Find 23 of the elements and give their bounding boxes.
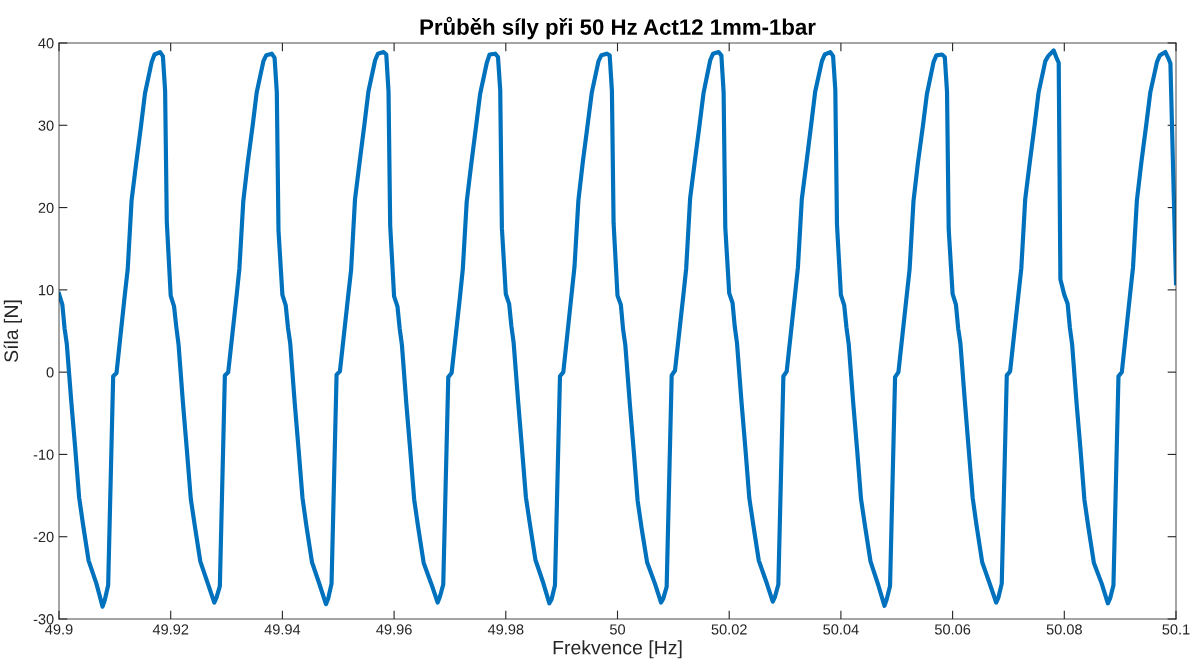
x-tick-label: 50.04 [823, 624, 859, 635]
x-tick-label: 50.06 [934, 624, 971, 635]
x-tick-label: 50.08 [1046, 624, 1082, 635]
y-tick-label: 20 [38, 202, 54, 213]
y-tick-label: -20 [33, 531, 54, 543]
y-tick-label: -30 [33, 614, 54, 625]
y-tick-label: 0 [46, 367, 54, 378]
x-tick-label: 49.92 [152, 624, 189, 635]
x-tick-label: 49.96 [376, 624, 412, 635]
x-tick-label: 50.1 [1162, 624, 1190, 635]
y-axis-title: Síla [N] [3, 300, 22, 362]
y-tick-label: 10 [39, 284, 54, 296]
x-tick-label: 49.98 [487, 624, 524, 635]
y-tick-label: 30 [38, 120, 54, 131]
y-tick-label: -10 [33, 449, 54, 460]
x-tick-label: 50.02 [711, 624, 747, 635]
chart-title: Průběh síly při 50 Hz Act12 1mm-1bar [420, 16, 816, 40]
x-axis-title: Frekvence [Hz] [553, 640, 682, 659]
y-tick-label: 40 [38, 38, 54, 49]
x-tick-label: 49.94 [264, 624, 301, 635]
x-tick-label: 50 [609, 624, 626, 635]
line-series [59, 48, 1176, 609]
x-tick-label: 49.9 [45, 624, 73, 635]
